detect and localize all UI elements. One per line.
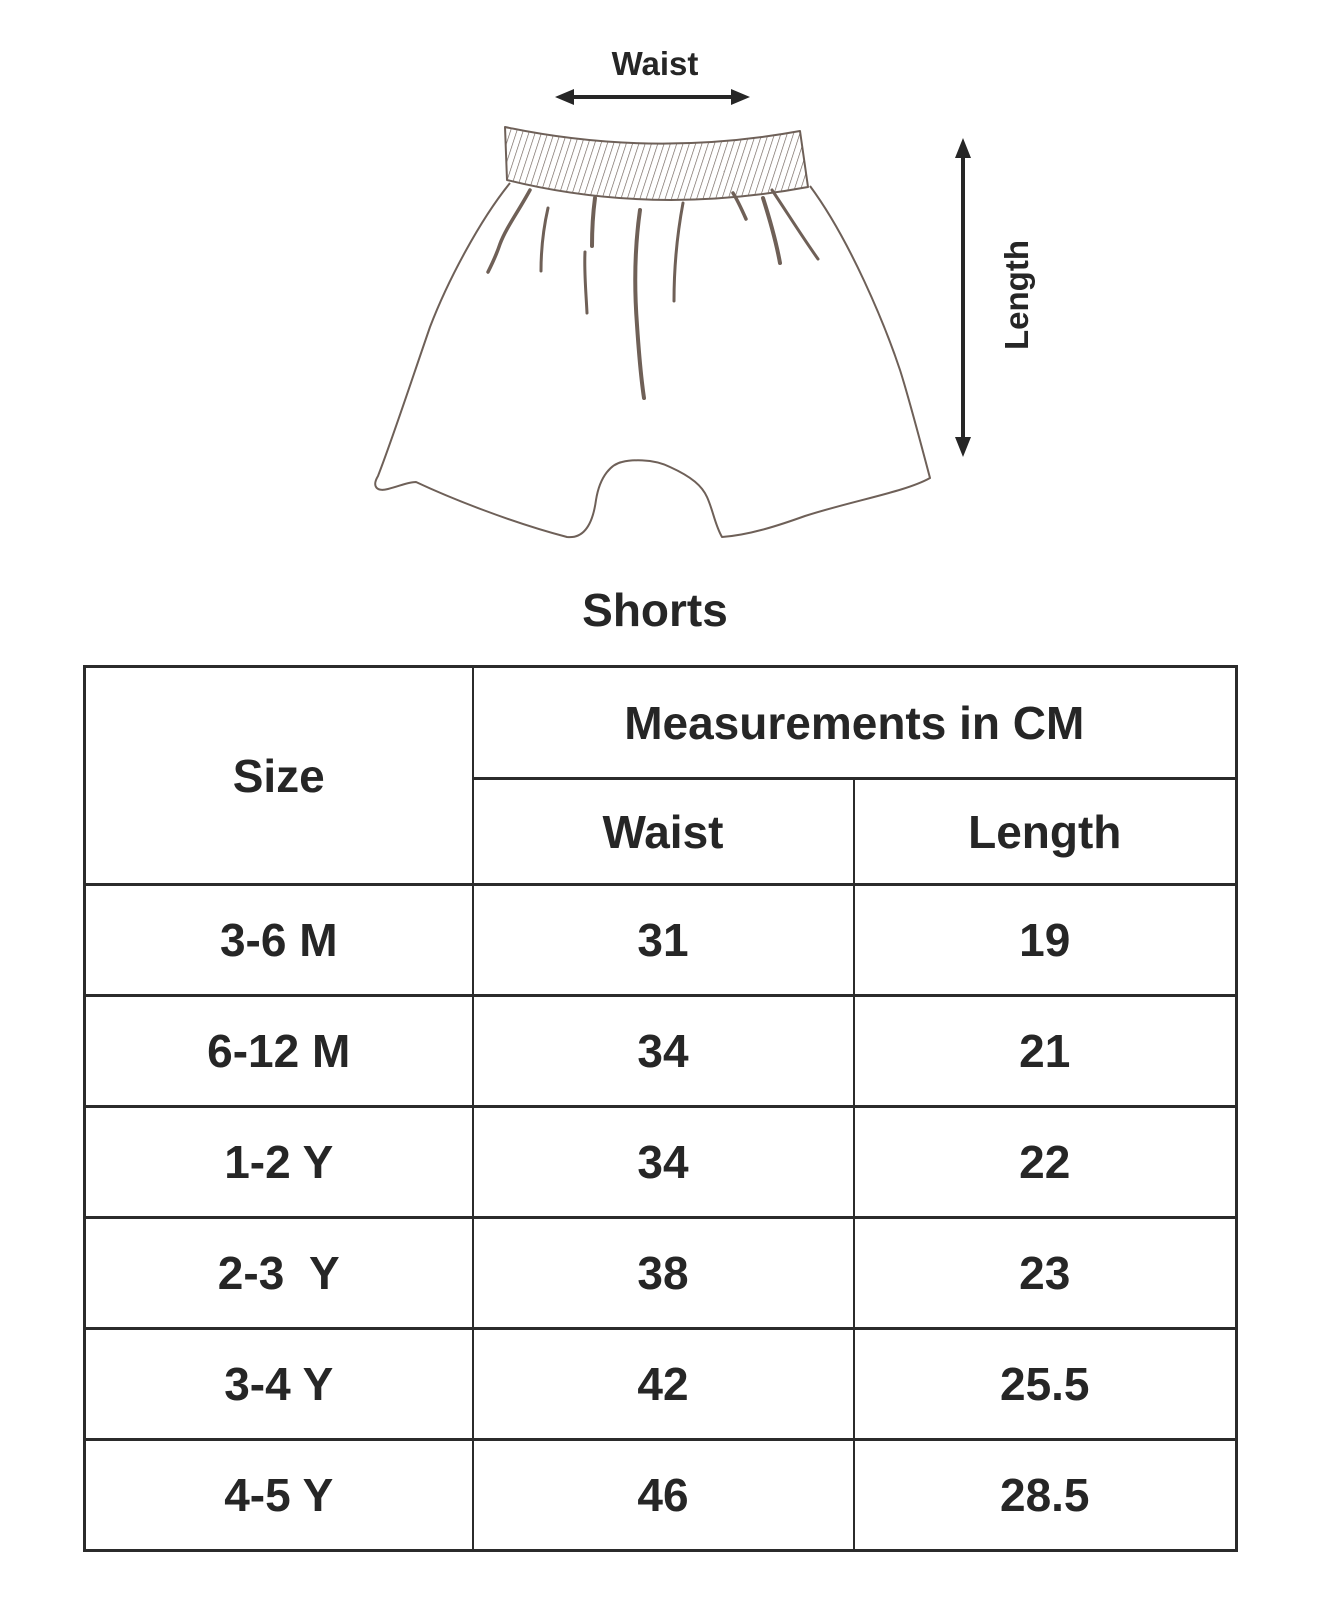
length-arrow	[955, 138, 971, 457]
waist-cell: 34	[471, 1105, 855, 1219]
waist-cell: 38	[471, 1216, 855, 1330]
table-header-row-group: Size Measurements in CM	[83, 665, 1238, 886]
table-row: 3-6 M 31 19	[83, 883, 1238, 997]
size-cell: 6-12 M	[83, 994, 474, 1108]
length-cell: 23	[852, 1216, 1238, 1330]
shorts-diagram: Waist Length	[374, 45, 1035, 539]
waist-cell: 31	[471, 883, 855, 997]
length-cell: 19	[852, 883, 1238, 997]
waist-cell: 46	[471, 1438, 855, 1552]
length-dimension-label: Length	[998, 240, 1035, 350]
length-cell: 22	[852, 1105, 1238, 1219]
shorts-waistband	[504, 126, 809, 201]
table-row: 2-3 Y 38 23	[83, 1216, 1238, 1330]
waist-cell: 34	[471, 994, 855, 1108]
length-cell: 21	[852, 994, 1238, 1108]
table-header-row-cols: Waist Length	[85, 777, 1238, 886]
size-column-header: Size	[83, 665, 474, 886]
length-cell: 28.5	[852, 1438, 1238, 1552]
size-cell: 2-3 Y	[83, 1216, 474, 1330]
waist-arrow	[555, 89, 750, 105]
table-row: 6-12 M 34 21	[83, 994, 1238, 1108]
shorts-outline	[374, 182, 931, 539]
waist-dimension-label: Waist	[612, 45, 699, 82]
size-cell: 4-5 Y	[83, 1438, 474, 1552]
size-cell: 3-4 Y	[83, 1327, 474, 1441]
size-cell: 3-6 M	[83, 883, 474, 997]
table-row: 3-4 Y 42 25.5	[83, 1327, 1238, 1441]
table-row: 1-2 Y 34 22	[83, 1105, 1238, 1219]
table-row: 4-5 Y 46 28.5	[83, 1438, 1238, 1552]
waist-cell: 42	[471, 1327, 855, 1441]
length-column-header: Length	[852, 777, 1238, 886]
size-table: Size Measurements in CM Waist Length 3-6…	[83, 665, 1238, 1552]
diagram-caption: Shorts	[582, 584, 728, 636]
shorts-wrinkles	[486, 188, 820, 400]
length-cell: 25.5	[852, 1327, 1238, 1441]
measurements-group-header: Measurements in CM	[471, 665, 1238, 780]
size-cell: 1-2 Y	[83, 1105, 474, 1219]
waist-column-header: Waist	[471, 777, 855, 886]
